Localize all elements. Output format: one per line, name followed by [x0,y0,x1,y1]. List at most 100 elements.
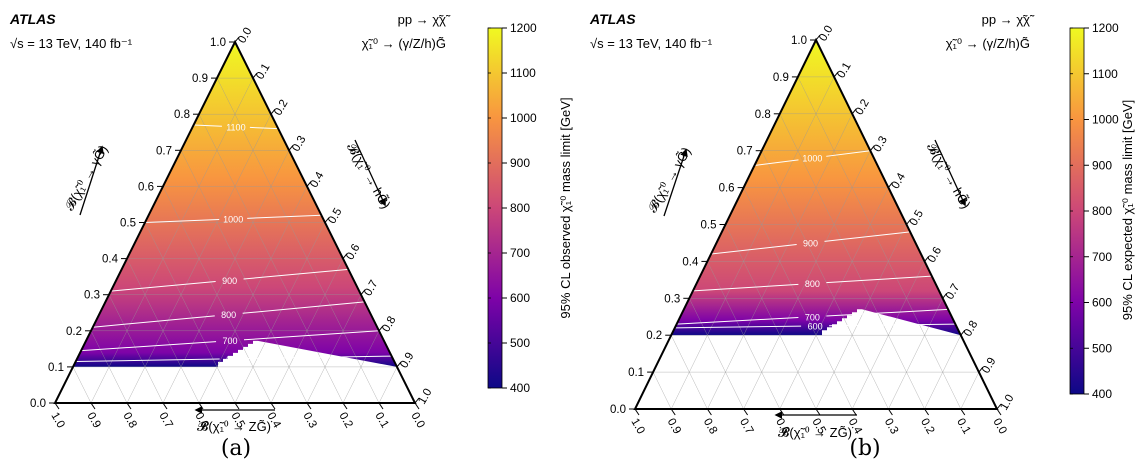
right-tick [906,219,911,225]
colorbar-tick-label: 1100 [510,66,536,80]
contour-line [243,268,349,280]
bottom-tick [924,408,930,416]
right-tick [924,256,929,262]
colorbar-tick-label: 800 [510,201,530,215]
left-tick-label: 0.7 [156,145,172,157]
bottom-tick [90,402,96,410]
left-axis-arrow [663,148,688,217]
left-tick-label: 0.8 [174,109,190,121]
colorbar-tick-label: 1200 [510,21,537,35]
left-tick-label: 0.3 [664,293,680,305]
left-axis-title: 𝓑(χ̃₁⁰ → γG̃) [644,144,693,214]
left-tick-label: 0.4 [102,254,119,266]
contour-line [754,159,799,166]
bottom-tick-label: 1.0 [48,411,66,431]
grid-line [378,366,398,404]
bottom-tick-label: 0.7 [737,417,755,437]
right-tick-label: 0.9 [398,351,416,371]
left-tick-label: 0.9 [192,73,208,85]
grid-line [306,294,362,404]
grid-line [670,76,835,410]
right-tick-label: 0.5 [908,208,926,228]
contour-line [829,323,956,327]
right-tick [888,182,893,188]
right-axis-arrow [354,139,386,207]
bottom-tick [815,408,821,416]
ternary-plot: 60070080090010000.00.00.00.10.10.10.20.2… [610,24,1017,437]
bottom-tick-label: 0.2 [918,417,936,437]
contour-line [826,308,949,317]
right-tick [324,217,330,223]
right-tick-label: 0.3 [872,134,890,154]
process-label: pp → χ̃χ̃ [982,12,1035,27]
bottom-tick-label: 0.1 [954,417,972,437]
bottom-tick [996,408,1002,416]
contour-line [81,341,217,352]
contour-label: 900 [222,276,237,286]
right-tick-label: 0.1 [254,62,272,82]
colorbar-tick-label: 900 [1092,158,1112,172]
right-axis-title: 𝓑(χ̃₁⁰ → hG̃) [344,140,394,211]
right-tick-label: 0.8 [962,319,980,339]
right-tick [869,145,875,152]
contour-label: 800 [221,310,236,320]
colorbar-ticks: 400 500 600 700 800 900 1000 1100 1200 [1070,21,1119,401]
grid-line [342,330,380,404]
contour-label: 1000 [802,154,822,164]
right-tick-label: 0.9 [980,356,998,376]
left-tick-label: 0.7 [737,146,753,158]
right-tick-label: 0.0 [236,26,254,46]
panel-expected: 60070080090010000.00.00.00.10.10.10.20.2… [589,11,1135,461]
grid-line [234,222,326,404]
right-tick [270,108,276,115]
right-tick-label: 0.5 [326,206,344,226]
bottom-tick [706,408,712,416]
left-tick-label: 0.6 [138,181,154,193]
right-tick-label: 0.3 [290,134,308,154]
bottom-tick [162,402,168,410]
right-tick-label: 1.0 [998,393,1016,413]
bottom-tick [634,408,640,416]
right-tick-label: 0.4 [890,171,909,191]
grid-line [652,371,672,410]
right-tick-label: 0.6 [926,245,944,265]
contour-label: 800 [805,279,820,289]
bottom-tick-label: 0.7 [156,411,174,431]
grid-line [90,330,128,404]
right-tick [996,403,1002,410]
energy-label: √s = 13 TeV, 140 fb⁻¹ [590,36,713,51]
colorbar-tick-label: 400 [510,381,530,395]
contour-line [692,283,799,292]
left-tick-label: 0.9 [773,72,789,84]
left-tick-label: 0.0 [30,398,46,410]
colorbar-ticks: 400 500 600 700 800 900 1000 1100 1200 [488,21,537,395]
contour-line [110,281,216,292]
atlas-label: ATLAS [589,11,636,27]
contour-line [75,358,220,362]
left-tick-label: 0.5 [701,220,717,232]
contour-label: 700 [805,312,820,322]
left-tick-label: 0.5 [120,218,136,230]
left-tick-label: 0.1 [628,367,644,379]
right-tick [960,329,966,336]
right-tick [833,71,839,78]
subfigure-label: (b) [849,436,880,461]
colorbar-tick-label: 1100 [1092,67,1118,81]
left-axis-arrow [79,145,104,216]
colorbar-tick-label: 700 [510,246,530,260]
bottom-tick [414,402,420,410]
right-tick-label: 0.8 [380,314,398,334]
bottom-tick-label: 0.3 [882,417,900,437]
bottom-tick [887,408,893,416]
grid-line [725,224,817,410]
colorbar-tick-label: 1000 [510,111,537,125]
contour-line [193,124,222,127]
grid-line [797,76,962,410]
bottom-tick-label: 0.8 [701,417,719,437]
contour-label: 600 [808,321,823,331]
colorbar-tick-label: 700 [1092,250,1112,264]
grid-line [670,335,708,410]
grid-line [216,77,380,404]
bottom-tick [54,402,60,410]
contour-line [710,244,797,255]
